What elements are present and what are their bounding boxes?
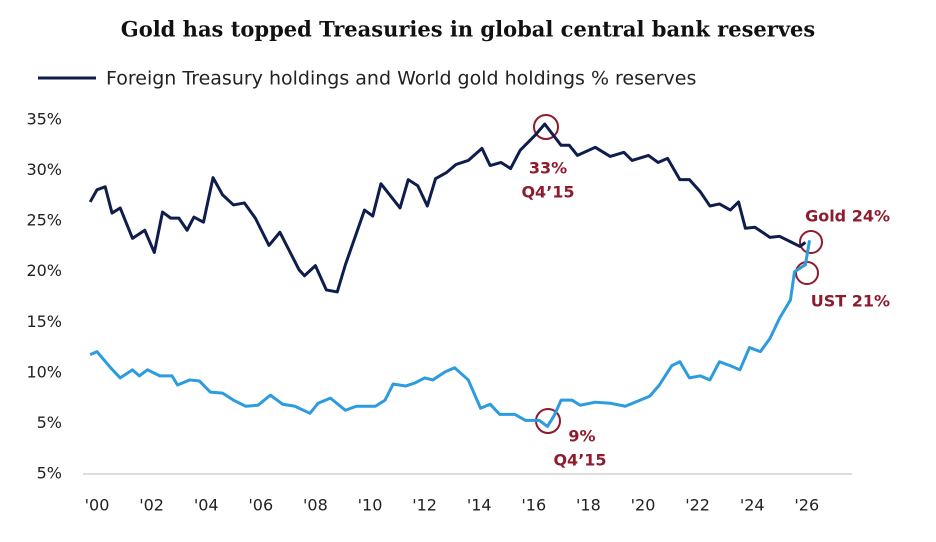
x-tick-label: '06 bbox=[248, 496, 273, 515]
y-tick-label: 5% bbox=[37, 413, 62, 432]
y-tick-label: 30% bbox=[26, 160, 62, 179]
y-tick-label: 25% bbox=[26, 211, 62, 230]
series-line bbox=[88, 122, 807, 294]
legend-label: Foreign Treasury holdings and World gold… bbox=[106, 68, 696, 90]
y-tick-label: 20% bbox=[26, 261, 62, 280]
annotation: Q4’15 bbox=[521, 183, 574, 202]
x-tick-label: '04 bbox=[194, 496, 219, 515]
series-line bbox=[89, 240, 812, 428]
annotation: Gold 24% bbox=[805, 207, 890, 226]
x-tick-label: '18 bbox=[576, 496, 601, 515]
x-tick-label: '08 bbox=[303, 496, 328, 515]
y-tick-label: 5% bbox=[37, 464, 62, 483]
x-tick-label: '14 bbox=[467, 496, 492, 515]
x-tick-label: '24 bbox=[740, 496, 765, 515]
x-tick-label: '26 bbox=[794, 496, 819, 515]
annotation: Q4’15 bbox=[553, 451, 606, 470]
annotation: 33% bbox=[529, 159, 567, 178]
chart-title: Gold has topped Treasuries in global cen… bbox=[121, 17, 815, 42]
x-tick-label: '20 bbox=[631, 496, 656, 515]
x-tick-label: '22 bbox=[685, 496, 710, 515]
annotation: 9% bbox=[568, 427, 595, 446]
x-tick-label: '00 bbox=[85, 496, 110, 515]
highlight-circle bbox=[533, 114, 559, 140]
highlight-circle bbox=[795, 261, 819, 285]
x-tick-label: '12 bbox=[412, 496, 437, 515]
x-tick-label: '10 bbox=[358, 496, 383, 515]
highlight-circles bbox=[533, 114, 823, 434]
x-tick-label: '02 bbox=[139, 496, 164, 515]
highlight-circle bbox=[799, 230, 823, 254]
y-tick-label: 35% bbox=[26, 110, 62, 129]
y-tick-label: 15% bbox=[26, 312, 62, 331]
y-tick-label: 10% bbox=[26, 362, 62, 381]
annotation: UST 21% bbox=[811, 292, 890, 311]
x-tick-label: '16 bbox=[521, 496, 546, 515]
